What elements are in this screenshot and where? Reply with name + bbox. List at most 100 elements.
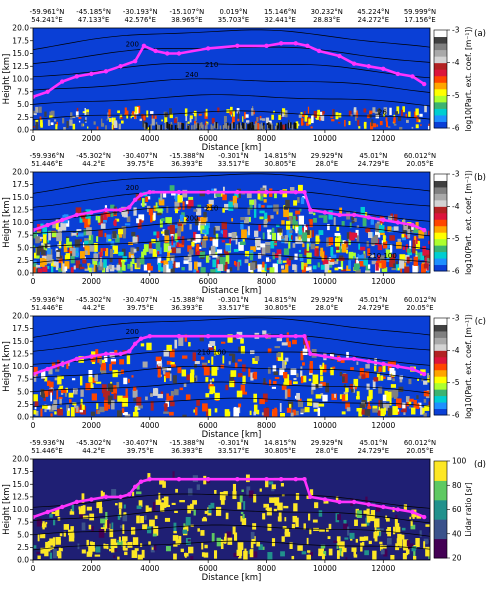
data-cell xyxy=(173,543,178,547)
data-cell xyxy=(42,393,45,399)
colorbar-segment xyxy=(434,480,447,484)
colorbar-segment xyxy=(434,212,447,220)
data-cell xyxy=(67,408,70,412)
data-cell xyxy=(272,409,278,417)
data-cell xyxy=(112,369,118,378)
data-cell xyxy=(232,110,235,118)
data-cell xyxy=(313,217,317,223)
data-cell xyxy=(48,230,52,233)
data-cell xyxy=(280,551,285,557)
data-cell xyxy=(137,105,141,114)
data-cell xyxy=(342,523,348,530)
data-cell xyxy=(237,373,243,378)
data-cell xyxy=(118,502,123,509)
colorbar-segment xyxy=(434,502,447,506)
x-tick-label: 0 xyxy=(31,421,36,430)
data-cell xyxy=(258,223,261,232)
data-cell xyxy=(380,549,385,555)
surface-cell xyxy=(146,122,148,129)
data-cell xyxy=(111,400,115,410)
contour-line xyxy=(33,110,430,121)
data-cell xyxy=(201,552,205,557)
surface-cell xyxy=(290,122,292,129)
top-lat-label: -30.193°N xyxy=(123,8,158,16)
plot-area xyxy=(33,173,430,273)
y-tick-label: 17.5 xyxy=(12,467,29,476)
data-cell xyxy=(353,217,357,222)
data-cell xyxy=(263,193,267,198)
data-cell xyxy=(197,262,202,267)
data-cell xyxy=(395,261,399,265)
contour-line xyxy=(33,350,430,366)
data-cell xyxy=(302,232,308,242)
colorbar-segment xyxy=(434,369,447,377)
data-cell xyxy=(131,231,136,237)
data-cell xyxy=(298,225,303,235)
data-cell xyxy=(152,533,157,537)
data-cell xyxy=(51,110,55,118)
data-cell xyxy=(115,218,120,222)
colorbar-segment xyxy=(434,114,447,122)
data-cell xyxy=(367,405,372,410)
data-cell xyxy=(253,411,257,416)
data-cell xyxy=(302,348,308,355)
data-cell xyxy=(243,501,246,510)
top-lon-label: 30.805°E xyxy=(264,160,295,168)
data-cell xyxy=(228,361,231,365)
top-lon-label: 33.517°E xyxy=(218,304,249,312)
data-cell xyxy=(192,240,197,244)
data-cell xyxy=(205,377,209,383)
y-tick-label: 10.0 xyxy=(12,505,29,514)
data-cell xyxy=(40,408,43,417)
surface-cell xyxy=(200,122,203,129)
data-cell xyxy=(219,491,226,501)
data-cell xyxy=(210,269,216,273)
y-axis-label: Height [km] xyxy=(2,341,12,392)
data-cell xyxy=(177,223,183,227)
data-cell xyxy=(147,263,152,271)
data-cell xyxy=(314,502,319,509)
data-cell xyxy=(48,230,51,241)
data-cell xyxy=(306,554,312,560)
data-cell xyxy=(427,125,430,130)
data-cell xyxy=(93,264,97,272)
contour-label: 200 xyxy=(126,40,139,48)
surface-cell xyxy=(247,124,249,130)
top-lon-label: 20.05°E xyxy=(406,304,433,312)
colorbar-segment xyxy=(434,553,447,557)
data-cell xyxy=(341,394,348,402)
data-cell xyxy=(336,226,340,232)
data-cell xyxy=(60,548,63,552)
data-cell xyxy=(377,244,383,251)
data-cell xyxy=(116,541,122,546)
data-cell xyxy=(262,330,267,338)
data-cell xyxy=(105,511,108,520)
data-cell xyxy=(47,119,51,126)
contour-line xyxy=(33,78,430,93)
colorbar-segment xyxy=(434,350,447,358)
surface-cell xyxy=(236,124,239,130)
data-cell xyxy=(152,248,158,257)
data-cell xyxy=(263,503,270,508)
data-cell xyxy=(94,374,98,382)
data-cell xyxy=(220,341,226,344)
data-cell xyxy=(231,122,234,124)
data-cell xyxy=(250,262,256,271)
data-cell xyxy=(354,519,358,527)
data-cell xyxy=(367,401,371,407)
surface-cell xyxy=(259,124,261,130)
data-cell xyxy=(69,247,73,252)
data-cell xyxy=(254,356,260,362)
data-cell xyxy=(237,542,244,550)
data-cell xyxy=(222,207,225,213)
data-cell xyxy=(210,245,216,256)
top-lat-label: 29.929°N xyxy=(311,296,343,304)
data-cell xyxy=(97,216,101,223)
surface-cell xyxy=(251,123,253,130)
data-cell xyxy=(209,391,214,395)
data-cell xyxy=(136,515,140,524)
data-cell xyxy=(241,229,247,239)
data-cell xyxy=(281,269,287,273)
data-cell xyxy=(320,111,323,116)
contour-label: 26 xyxy=(378,109,387,117)
